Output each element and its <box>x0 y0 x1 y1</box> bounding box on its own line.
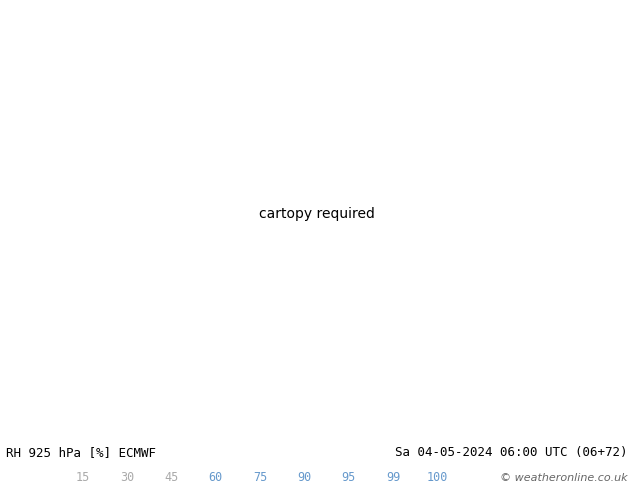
Text: 15: 15 <box>75 471 89 484</box>
Text: © weatheronline.co.uk: © weatheronline.co.uk <box>500 473 628 483</box>
Text: 99: 99 <box>386 471 400 484</box>
Text: 30: 30 <box>120 471 134 484</box>
Text: RH 925 hPa [%] ECMWF: RH 925 hPa [%] ECMWF <box>6 446 157 459</box>
Text: cartopy required: cartopy required <box>259 207 375 221</box>
Text: 100: 100 <box>427 471 448 484</box>
Text: 90: 90 <box>297 471 311 484</box>
Text: 60: 60 <box>209 471 223 484</box>
Text: 75: 75 <box>253 471 267 484</box>
Text: 45: 45 <box>164 471 178 484</box>
Text: 95: 95 <box>342 471 356 484</box>
Text: Sa 04-05-2024 06:00 UTC (06+72): Sa 04-05-2024 06:00 UTC (06+72) <box>395 446 628 459</box>
